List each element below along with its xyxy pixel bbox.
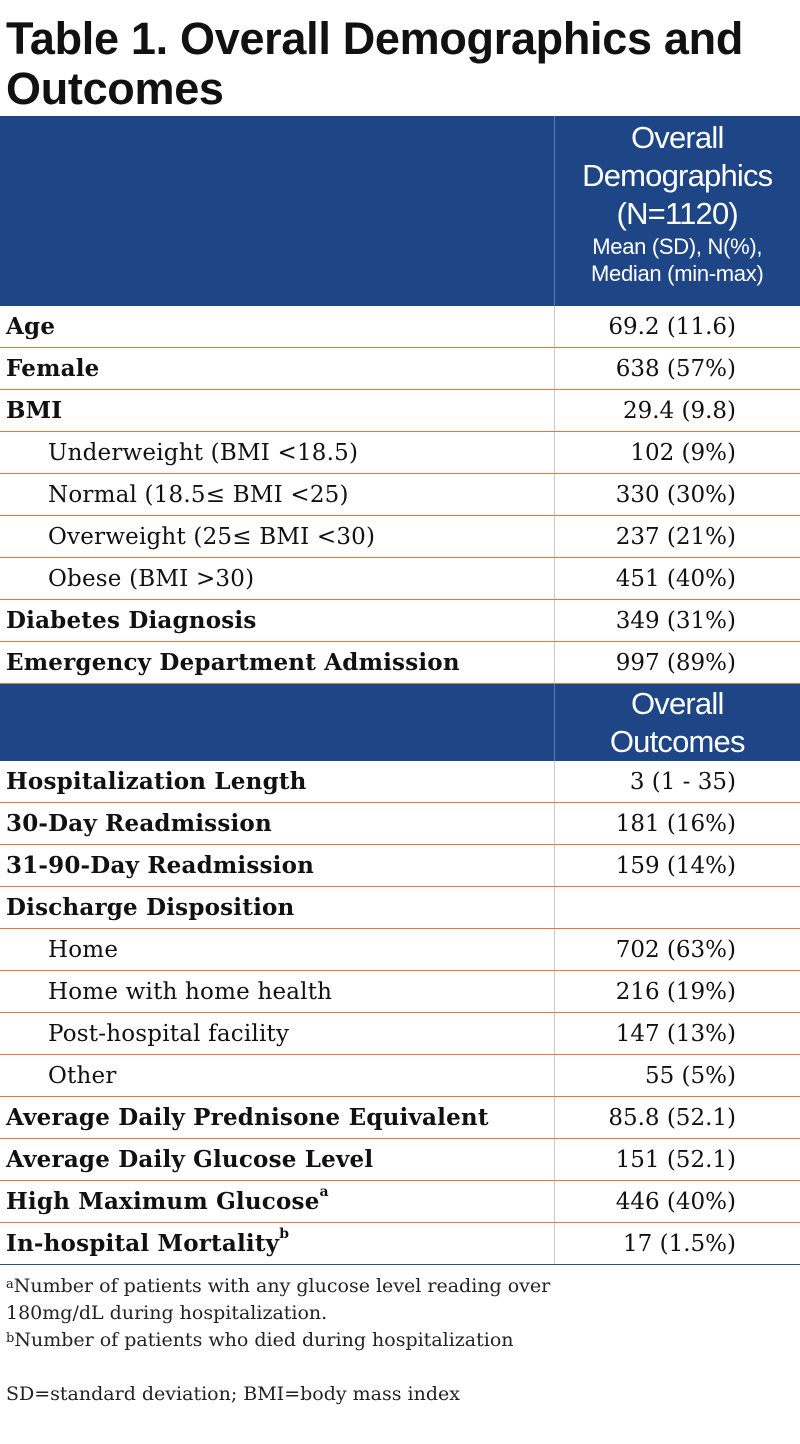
footnote-b-line1: Number of patients who died during hospi… xyxy=(14,1329,514,1351)
table-row: Average Daily Prednisone Equivalent 85.8… xyxy=(0,1096,800,1139)
footnote-marker: b xyxy=(279,1226,290,1242)
row-value: 446 (40%) xyxy=(553,1180,800,1223)
row-value: 330 (30%) xyxy=(553,473,800,516)
header-demographics-line2: Demographics xyxy=(582,158,773,193)
row-value: 638 (57%) xyxy=(553,347,800,390)
table-row: Diabetes Diagnosis 349 (31%) xyxy=(0,599,800,642)
row-value: 702 (63%) xyxy=(553,928,800,971)
row-label-text: High Maximum Glucose xyxy=(6,1188,320,1215)
table-row: Overweight (25≤ BMI <30) 237 (21%) xyxy=(0,515,800,558)
row-label: Obese (BMI >30) xyxy=(0,557,554,600)
row-label: High Maximum Glucosea xyxy=(0,1180,554,1223)
table-row: Home 702 (63%) xyxy=(0,928,800,971)
header-outcomes-line1: Overall xyxy=(630,686,724,721)
row-value: 69.2 (11.6) xyxy=(553,306,800,348)
table-row: Post-hospital facility 147 (13%) xyxy=(0,1012,800,1055)
abbreviations-note: SD=standard deviation; BMI=body mass ind… xyxy=(6,1383,460,1405)
row-label: Emergency Department Admission xyxy=(0,641,554,684)
row-value xyxy=(553,886,800,929)
row-value: 451 (40%) xyxy=(553,557,800,600)
row-value: 159 (14%) xyxy=(553,844,800,887)
row-value: 237 (21%) xyxy=(553,515,800,558)
header-demographics-cell: Overall Demographics (N=1120) Mean (SD),… xyxy=(553,116,800,306)
table-row: BMI 29.4 (9.8) xyxy=(0,389,800,432)
table-row: Average Daily Glucose Level 151 (52.1) xyxy=(0,1138,800,1181)
row-label: Hospitalization Length xyxy=(0,761,554,803)
table-row: Normal (18.5≤ BMI <25) 330 (30%) xyxy=(0,473,800,516)
row-label: Home with home health xyxy=(0,970,554,1013)
row-value: 151 (52.1) xyxy=(553,1138,800,1181)
footnote-a: aNumber of patients with any glucose lev… xyxy=(6,1273,800,1300)
row-value: 55 (5%) xyxy=(553,1054,800,1097)
footnote-b-mark: b xyxy=(6,1331,15,1346)
table-row: Age 69.2 (11.6) xyxy=(0,306,800,348)
row-value: 17 (1.5%) xyxy=(553,1222,800,1265)
header-demographics-line1: Overall xyxy=(630,120,724,155)
header-demographics-sub2: Median (min-max) xyxy=(591,261,764,286)
row-label: Underweight (BMI <18.5) xyxy=(0,431,554,474)
table-row: Emergency Department Admission 997 (89%) xyxy=(0,641,800,684)
header-outcomes-cell: Overall Outcomes xyxy=(553,683,800,761)
row-label: Age xyxy=(0,306,554,348)
row-value: 3 (1 - 35) xyxy=(553,761,800,803)
footnote-spacer xyxy=(6,1354,800,1381)
row-label: Home xyxy=(0,928,554,971)
footnote-b: bNumber of patients who died during hosp… xyxy=(6,1327,800,1354)
row-value: 85.8 (52.1) xyxy=(553,1096,800,1139)
row-value: 997 (89%) xyxy=(553,641,800,684)
footnote-a-mark: a xyxy=(6,1277,14,1292)
row-value: 102 (9%) xyxy=(553,431,800,474)
row-value: 216 (19%) xyxy=(553,970,800,1013)
row-label: Normal (18.5≤ BMI <25) xyxy=(0,473,554,516)
footnote-marker: a xyxy=(319,1184,329,1200)
table-title: Table 1. Overall Demographics and Outcom… xyxy=(6,13,744,114)
header-label-cell xyxy=(0,116,554,306)
row-label: Overweight (25≤ BMI <30) xyxy=(0,515,554,558)
footnote-a-continued: 180mg/dL during hospitalization. xyxy=(6,1302,328,1324)
table-row: Hospitalization Length 3 (1 - 35) xyxy=(0,761,800,803)
footnote-a-line1: Number of patients with any glucose leve… xyxy=(13,1275,551,1297)
header-demographics-line3: (N=1120) xyxy=(616,196,739,231)
header-outcomes-line2: Outcomes xyxy=(609,724,746,759)
table-row: Discharge Disposition xyxy=(0,886,800,929)
row-label: Post-hospital facility xyxy=(0,1012,554,1055)
row-label: In-hospital Mortalityb xyxy=(0,1222,554,1265)
header-row-demographics: Overall Demographics (N=1120) Mean (SD),… xyxy=(0,116,800,306)
row-label: Average Daily Glucose Level xyxy=(0,1138,554,1181)
table-row: 30-Day Readmission 181 (16%) xyxy=(0,802,800,845)
row-value: 29.4 (9.8) xyxy=(553,389,800,432)
row-label: Discharge Disposition xyxy=(0,886,554,929)
table-row: In-hospital Mortalityb 17 (1.5%) xyxy=(0,1222,800,1265)
header-label-cell xyxy=(0,683,554,761)
row-label: 31-90-Day Readmission xyxy=(0,844,554,887)
row-value: 147 (13%) xyxy=(553,1012,800,1055)
row-label: Diabetes Diagnosis xyxy=(0,599,554,642)
row-label: Average Daily Prednisone Equivalent xyxy=(0,1096,554,1139)
demographics-outcomes-table: Overall Demographics (N=1120) Mean (SD),… xyxy=(0,116,800,1265)
row-label-text: In-hospital Mortality xyxy=(6,1230,280,1257)
row-label: Other xyxy=(0,1054,554,1097)
table-row: 31-90-Day Readmission 159 (14%) xyxy=(0,844,800,887)
table-row: Female 638 (57%) xyxy=(0,347,800,390)
row-label: 30-Day Readmission xyxy=(0,802,554,845)
row-label: Female xyxy=(0,347,554,390)
table-row: Obese (BMI >30) 451 (40%) xyxy=(0,557,800,600)
table-row: High Maximum Glucosea 446 (40%) xyxy=(0,1180,800,1223)
row-value: 181 (16%) xyxy=(553,802,800,845)
table-row: Underweight (BMI <18.5) 102 (9%) xyxy=(0,431,800,474)
table-row: Other 55 (5%) xyxy=(0,1054,800,1097)
header-demographics-sub1: Mean (SD), N(%), xyxy=(592,234,763,259)
footnotes: aNumber of patients with any glucose lev… xyxy=(0,1265,800,1408)
header-row-outcomes: Overall Outcomes xyxy=(0,683,800,761)
row-label: BMI xyxy=(0,389,554,432)
table-row: Home with home health 216 (19%) xyxy=(0,970,800,1013)
row-value: 349 (31%) xyxy=(553,599,800,642)
